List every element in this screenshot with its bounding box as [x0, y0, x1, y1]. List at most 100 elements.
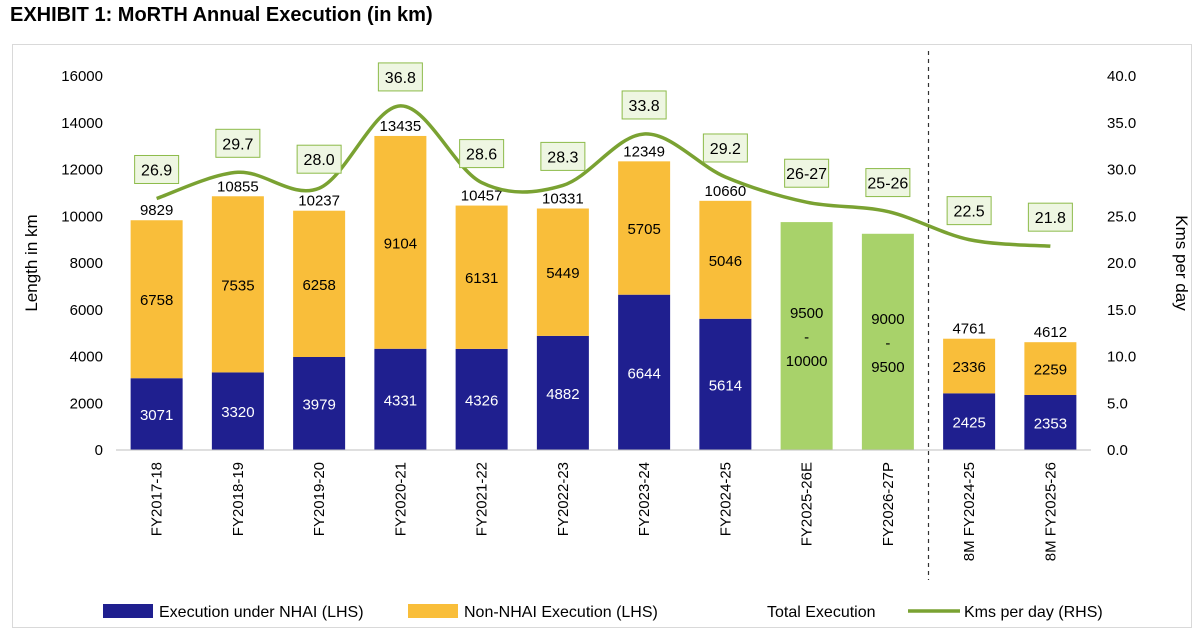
y-tick-label: 12000: [61, 162, 103, 179]
legend-swatch: [408, 604, 458, 618]
bar-non-nhai-label: 2336: [952, 359, 985, 376]
chart-area: 0 2000 4000 6000 8000 10000 12000 14000 16000 0.0…: [12, 44, 1192, 628]
y-right-tick-label: 15.0: [1107, 302, 1136, 319]
x-tick-label: FY2024-25: [717, 462, 734, 536]
line-kms-per-day: [156, 104, 1051, 248]
line-label-box: [134, 154, 180, 184]
bar-nhai: [130, 378, 183, 450]
bar-range-label: -: [804, 329, 809, 346]
bar-total-label: 10660: [705, 183, 747, 200]
y-tick-label: 10000: [61, 208, 103, 225]
bar-total-label: 10331: [542, 191, 584, 208]
bar-nhai: [943, 393, 996, 450]
x-tick-label: FY2021-22: [474, 462, 491, 536]
bar-range-label: 9000: [871, 311, 904, 328]
line-data-label: 33.8: [629, 98, 660, 115]
bar-total-projection: [861, 233, 914, 450]
bar-non-nhai: [211, 196, 264, 373]
bar-non-nhai-label: 5705: [627, 221, 660, 238]
line-data-label: 28.6: [466, 147, 497, 164]
x-tick-label: FY2017-18: [149, 462, 166, 536]
line-data-label: 36.8: [385, 70, 416, 87]
bar-total-label: 13435: [380, 118, 422, 135]
bar-nhai: [455, 348, 508, 450]
y-right-tick-label: 30.0: [1107, 162, 1136, 179]
bar-total-label: 10237: [298, 193, 340, 210]
bar-nhai-label: 4326: [465, 392, 498, 409]
line-label-box: [215, 128, 261, 158]
bar-non-nhai-label: 7535: [221, 277, 254, 294]
bar-total-label: 4612: [1034, 324, 1067, 341]
line-data-label: 21.8: [1035, 210, 1066, 227]
y-right-tick-label: 10.0: [1107, 349, 1136, 366]
legend-swatch: [103, 604, 153, 618]
legend-label: Non-NHAI Execution (LHS): [464, 604, 658, 621]
x-tick-label: FY2026-27P: [880, 462, 897, 546]
bar-range-label: 10000: [786, 353, 828, 370]
line-label-box: [377, 62, 423, 92]
y-tick-label: 6000: [70, 302, 103, 319]
bar-nhai: [211, 372, 264, 450]
y-right-tick-label: 25.0: [1107, 208, 1136, 225]
bar-total-label: 12349: [623, 143, 665, 160]
x-tick-label: FY2022-23: [555, 462, 572, 536]
bar-nhai-label: 4882: [546, 386, 579, 403]
line-data-label: 22.5: [954, 204, 985, 221]
y-right-tick-label: 20.0: [1107, 255, 1136, 272]
y-tick-label: 4000: [70, 349, 103, 366]
bar-nhai-label: 5614: [709, 377, 742, 394]
line-label-box: [946, 196, 992, 226]
line-label-box: [702, 133, 748, 163]
bar-non-nhai-label: 2259: [1034, 362, 1067, 379]
bar-nhai: [536, 335, 589, 450]
bar-non-nhai-label: 6131: [465, 270, 498, 287]
chart-svg: 0 2000 4000 6000 8000 10000 12000 14000 16000 0.0…: [22, 51, 1191, 621]
line-label-box: [784, 158, 830, 188]
bar-non-nhai: [374, 135, 427, 349]
bar-nhai-label: 3071: [140, 407, 173, 424]
y-axis-label: Length in km: [22, 214, 41, 311]
legend-label: Kms per day (RHS): [964, 604, 1103, 621]
y-tick-label: 2000: [70, 395, 103, 412]
legend-label: Total Execution: [767, 604, 876, 621]
line-label-box: [296, 144, 342, 174]
line-data-label: 26-27: [786, 166, 827, 183]
bar-non-nhai: [130, 220, 183, 379]
bar-non-nhai: [943, 338, 996, 394]
line-data-label: 28.0: [304, 152, 335, 169]
bar-total-label: 9829: [140, 202, 173, 219]
x-tick-label: FY2025-26E: [799, 462, 816, 546]
legend-swatch-none: [753, 604, 765, 618]
bar-nhai-label: 4331: [384, 392, 417, 409]
chart-title: EXHIBIT 1: MoRTH Annual Execution (in km…: [10, 4, 433, 26]
line-label-box: [865, 168, 911, 198]
line-data-label: 29.7: [222, 136, 253, 153]
x-tick-label: FY2020-21: [392, 462, 409, 536]
bar-non-nhai: [699, 200, 752, 319]
bar-non-nhai-label: 9104: [384, 235, 417, 252]
bar-non-nhai: [293, 210, 346, 357]
bar-total-projection: [780, 222, 833, 450]
line-data-label: 25-26: [867, 176, 908, 193]
x-tick-label: FY2023-24: [636, 462, 653, 536]
line-label-box: [459, 139, 505, 169]
line-data-label: 26.9: [141, 162, 172, 179]
x-tick-label: FY2019-20: [311, 462, 328, 536]
y-tick-label: 16000: [61, 68, 103, 85]
y-right-tick-label: 40.0: [1107, 68, 1136, 85]
bar-nhai: [618, 294, 671, 450]
y-tick-label: 14000: [61, 115, 103, 132]
bar-non-nhai-label: 5046: [709, 253, 742, 270]
bar-nhai: [699, 318, 752, 450]
bar-non-nhai: [455, 205, 508, 349]
bar-nhai: [1024, 394, 1077, 450]
bar-nhai: [374, 348, 427, 450]
bar-total-label: 10855: [217, 178, 259, 195]
y-right-tick-label: 5.0: [1107, 395, 1128, 412]
bar-total-label: 4761: [952, 321, 985, 338]
line-label-box: [1027, 202, 1073, 232]
bar-nhai-label: 6644: [627, 365, 660, 382]
x-tick-label: FY2018-19: [230, 462, 247, 536]
bar-nhai: [293, 356, 346, 450]
line-label-box: [540, 141, 586, 171]
